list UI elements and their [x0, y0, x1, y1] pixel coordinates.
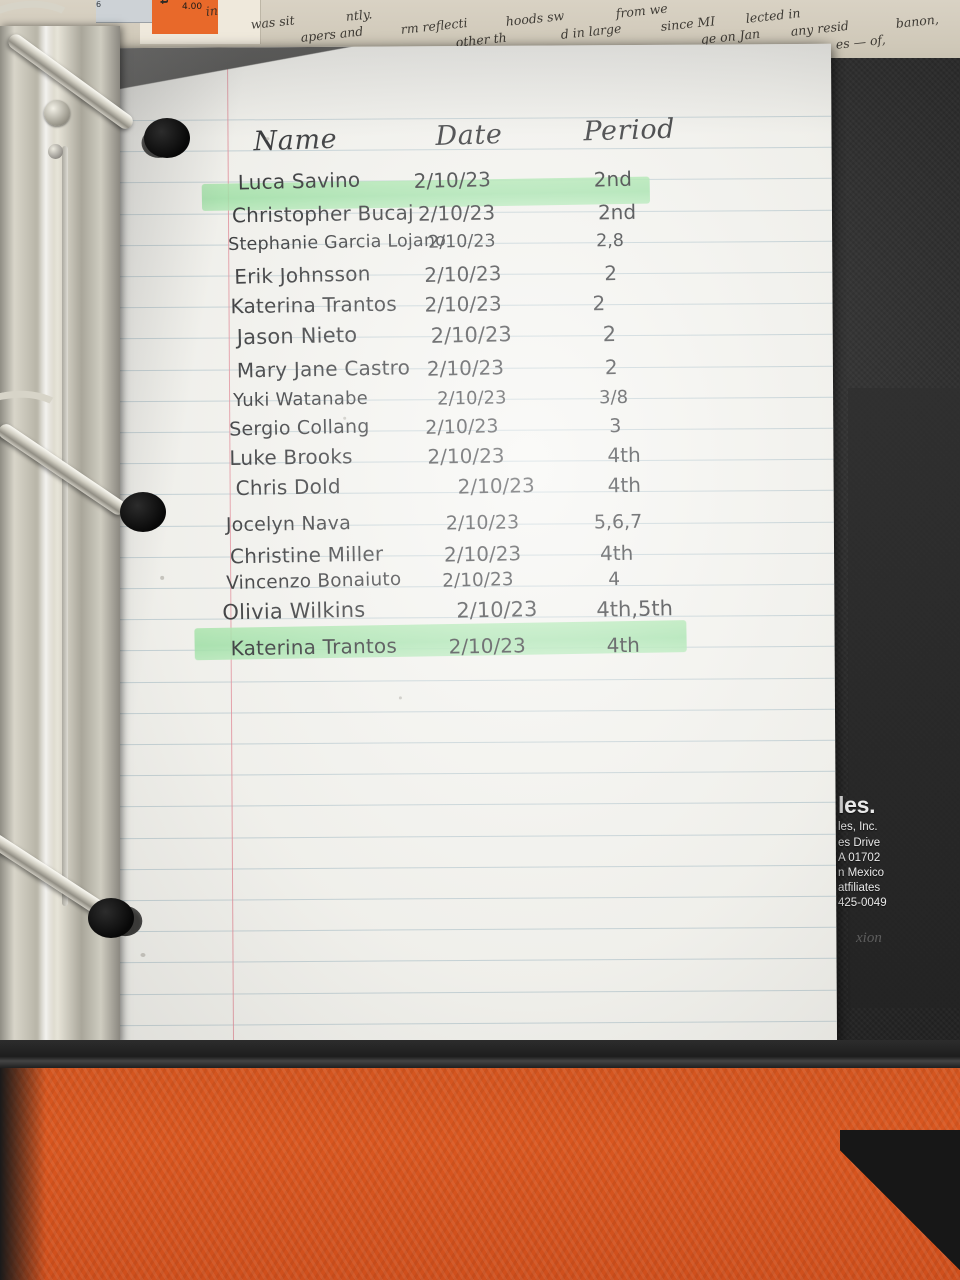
- entry-date: 2/10/23: [425, 415, 499, 439]
- entry-date: 2/10/23: [443, 541, 522, 567]
- binder-ring-mechanism: [0, 26, 120, 1201]
- column-header-date: Date: [435, 118, 503, 153]
- entry-name: Vincenzo Bonaiuto: [225, 568, 402, 595]
- paper-speck: [140, 952, 146, 958]
- signin-sheet-paper: Name Date Period Luca Savino 2/10/23 2nd Chris…: [104, 43, 838, 1051]
- binder-brand-line: 425-0049: [838, 897, 887, 910]
- entry-date: 2/10/23: [424, 291, 502, 317]
- ruler-edge: 6: [96, 0, 156, 23]
- entry-period: 2nd: [597, 199, 637, 225]
- entry-date: 2/10/23: [445, 511, 520, 535]
- entry-period: 4th: [599, 540, 634, 566]
- orange-tag-number: 4.00: [182, 2, 203, 12]
- ruled-line: [110, 989, 837, 995]
- entry-period: 3/8: [598, 386, 629, 409]
- entry-name: Katerina Trantos: [230, 633, 398, 661]
- binder-brand-line: es Drive: [838, 836, 881, 849]
- ruled-line: [109, 833, 836, 839]
- ruled-line: [109, 802, 836, 808]
- entry-date: 2/10/23: [424, 261, 502, 288]
- entry-period: 2,8: [595, 230, 625, 252]
- entry-name: Yuki Watanabe: [232, 387, 369, 412]
- metal-highlight: [38, 26, 54, 1046]
- entry-date: 2/10/23: [427, 443, 505, 469]
- entry-period: 2nd: [593, 166, 633, 192]
- binder-ring-tip-top: [144, 118, 190, 158]
- entry-period: 4th: [607, 472, 642, 498]
- entry-name: Erik Johnsson: [234, 261, 371, 289]
- binder-ring-tip-middle: [120, 492, 166, 532]
- entry-name: Olivia Wilkins: [222, 597, 366, 625]
- paper-speck: [343, 416, 347, 420]
- entry-period: 2: [592, 291, 606, 316]
- column-header-period: Period: [583, 113, 676, 148]
- mechanism-rivet: [44, 100, 70, 126]
- entry-period: 2: [604, 260, 618, 286]
- ruled-line: [109, 770, 836, 777]
- entry-name: Mary Jane Castro: [236, 355, 411, 383]
- binder-brand-line: les, Inc.: [838, 821, 878, 834]
- entry-name: Sergio Collang: [229, 415, 370, 441]
- entry-date: 2/10/23: [427, 231, 496, 253]
- entry-period: 2: [602, 322, 617, 347]
- ruled-line: [109, 864, 836, 871]
- binder-brand-address: les, Inc. es Drive A 01702 n Mexico atfiliat…: [838, 820, 960, 911]
- binder-brand-line: n Mexico: [838, 866, 885, 879]
- entry-date: 2/10/23: [436, 387, 507, 410]
- desk-corner-shadow: [840, 1130, 960, 1280]
- binder-ring-tip-bottom: [88, 898, 134, 938]
- entry-period: 4: [607, 568, 621, 591]
- entry-name: Christopher Bucaj: [231, 200, 414, 228]
- entry-name: Luke Brooks: [229, 444, 353, 471]
- entry-name: Chris Dold: [235, 474, 341, 501]
- paper-speck: [265, 137, 270, 141]
- ruled-line: [109, 708, 835, 715]
- mechanism-rivet: [48, 144, 63, 159]
- orange-tag-label: te: [158, 0, 171, 4]
- entry-period: 3: [609, 414, 622, 438]
- binder-brand-line: A 01702: [838, 851, 881, 864]
- entry-name: Jocelyn Nava: [225, 512, 352, 537]
- entry-name: Luca Savino: [237, 167, 361, 195]
- entry-period: 5,6,7: [593, 510, 643, 534]
- entry-date: 2/10/23: [426, 355, 505, 381]
- desk-left-shadow: [0, 1068, 46, 1280]
- column-header-name: Name: [253, 123, 338, 158]
- entry-period: 2: [604, 355, 618, 380]
- entry-name: Christine Miller: [229, 541, 384, 569]
- binder-brand-line: atfiliates: [838, 882, 881, 895]
- entry-period: 4th: [607, 442, 641, 468]
- metal-groove: [62, 146, 68, 906]
- orange-price-tag: te 4.00: [152, 0, 218, 34]
- desk-texture: [0, 1068, 960, 1280]
- entry-period: 4th,5th: [596, 596, 674, 622]
- entry-date: 2/10/23: [413, 167, 492, 194]
- ruled-line: [110, 895, 837, 902]
- entry-date: 2/10/23: [448, 633, 526, 659]
- ruled-line: [108, 677, 835, 683]
- entry-name: Jason Nieto: [236, 322, 358, 350]
- binder-inner-panel: [848, 388, 960, 1008]
- entry-date: 2/10/23: [430, 322, 512, 348]
- entry-name: Katerina Trantos: [230, 291, 398, 319]
- paper-top-curl: [104, 46, 406, 109]
- ruled-line: [110, 926, 837, 933]
- entry-period: 4th: [606, 632, 641, 658]
- entry-date: 2/10/23: [417, 200, 496, 226]
- entry-date: 2/10/23: [457, 473, 535, 499]
- entry-date: 2/10/23: [441, 569, 514, 592]
- ruled-line: [110, 1020, 837, 1027]
- binder-bottom-edge: [0, 1040, 960, 1070]
- ruled-line: [110, 958, 837, 964]
- paper-speck: [398, 696, 402, 700]
- binder-ghost-text: xion: [856, 930, 882, 946]
- binder-brand-title: les.: [838, 792, 876, 818]
- binder-branding: les. les, Inc. es Drive A 01702 n Mexico atf…: [838, 790, 960, 911]
- desk-surface: [0, 1068, 960, 1280]
- entry-date: 2/10/23: [456, 597, 538, 623]
- ruler-number: 6: [96, 0, 102, 9]
- paper-speck: [160, 575, 165, 580]
- ruled-line: [109, 739, 836, 746]
